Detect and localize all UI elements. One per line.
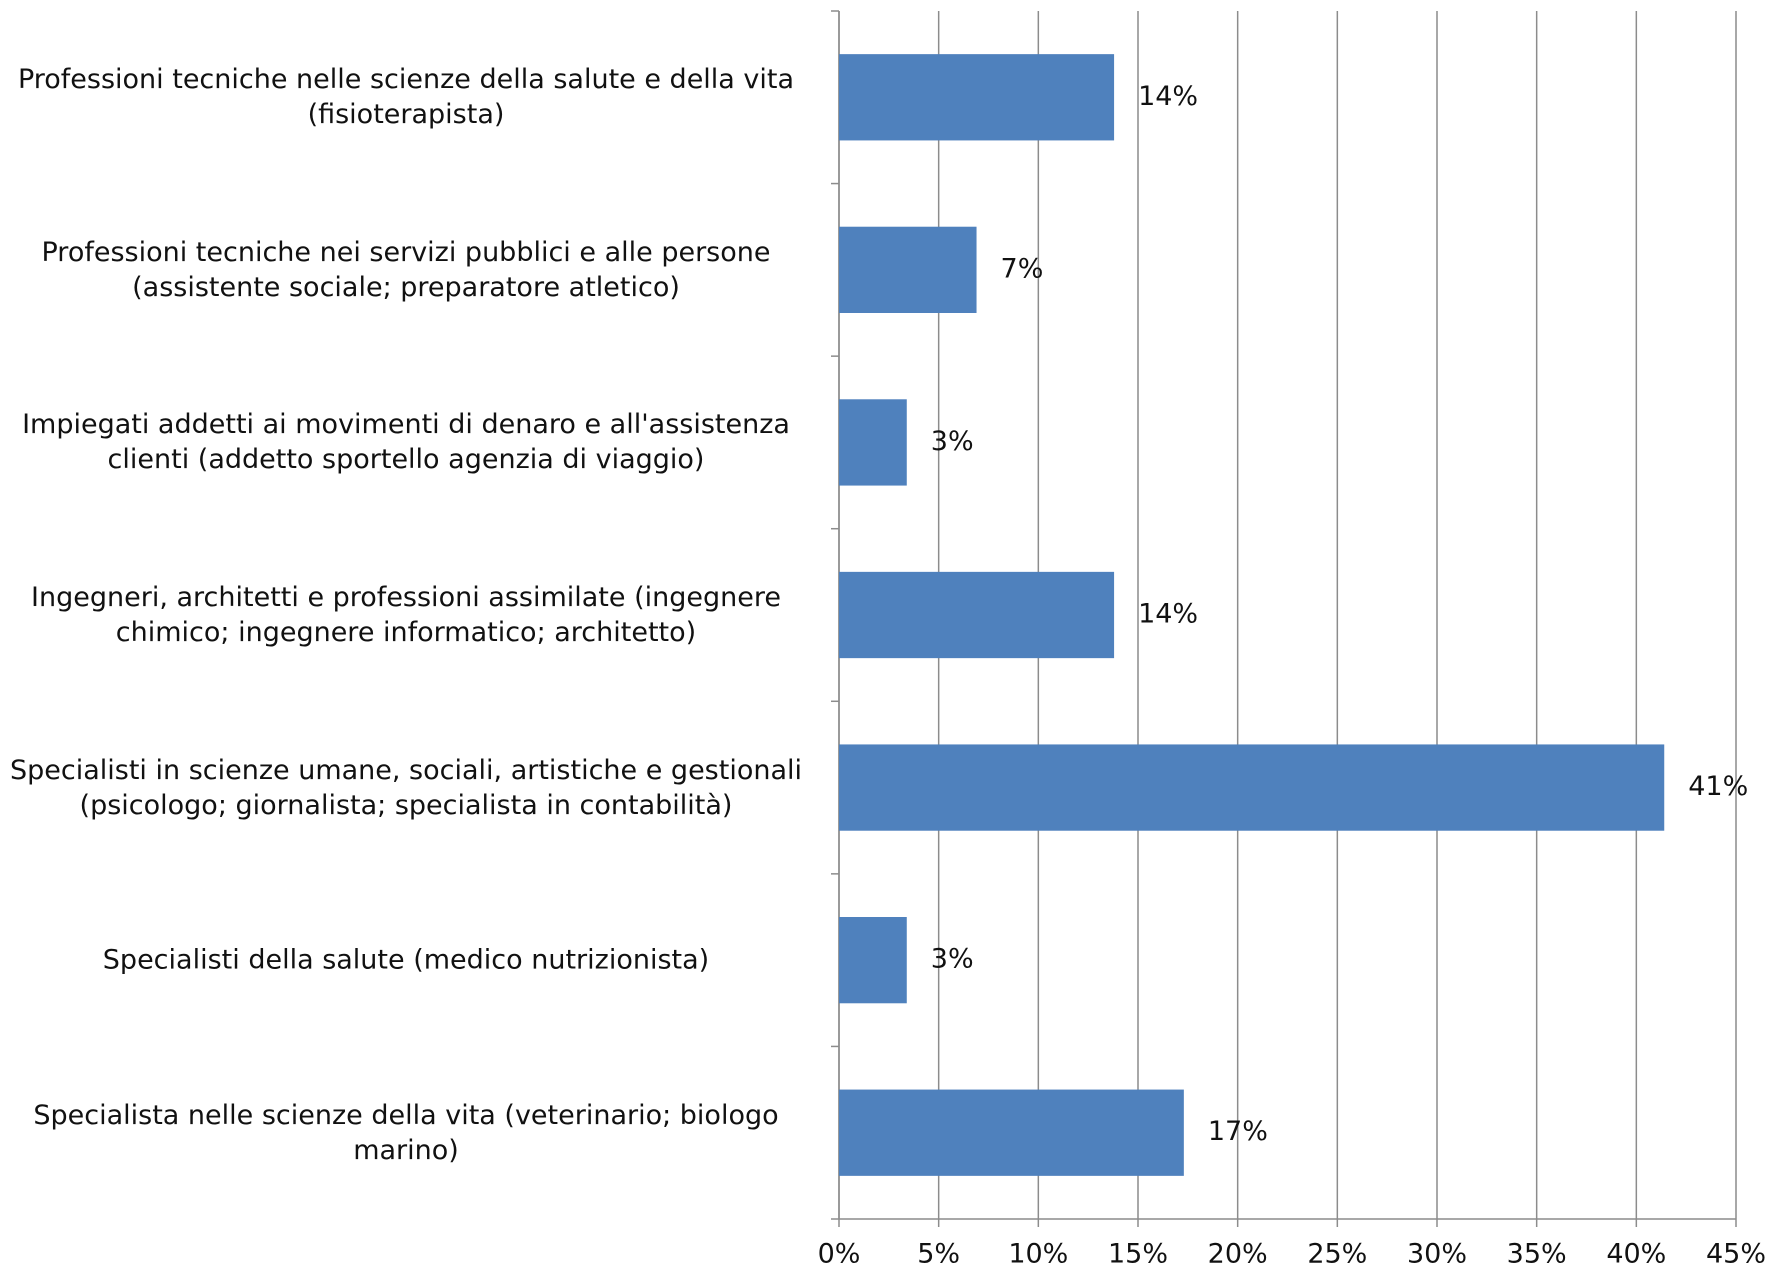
category-label: Ingegneri, architetti e professioni assi… xyxy=(31,582,781,648)
x-tick-label: 30% xyxy=(1407,1239,1467,1269)
value-label: 17% xyxy=(1208,1116,1268,1147)
category-label: Specialisti della salute (medico nutrizi… xyxy=(102,944,710,976)
category-label: Specialisti in scienze umane, sociali, a… xyxy=(9,754,803,821)
bar xyxy=(839,571,1115,659)
x-tick-label: 40% xyxy=(1606,1239,1666,1269)
bar xyxy=(839,399,907,486)
value-label: 7% xyxy=(1001,253,1044,284)
bar xyxy=(839,744,1665,831)
bar xyxy=(839,1089,1184,1176)
x-tick-label: 0% xyxy=(818,1239,861,1269)
x-tick-label: 35% xyxy=(1507,1239,1567,1269)
x-tick-label: 45% xyxy=(1706,1239,1766,1269)
bar xyxy=(839,226,977,313)
bar xyxy=(839,917,907,1004)
value-label: 14% xyxy=(1138,81,1198,112)
value-label: 3% xyxy=(931,426,974,457)
category-label: Impiegati addetti ai movimenti di denaro… xyxy=(22,409,790,476)
value-label: 14% xyxy=(1138,599,1198,630)
x-tick-label: 5% xyxy=(917,1239,960,1269)
x-tick-label: 15% xyxy=(1108,1239,1168,1269)
x-tick-label: 25% xyxy=(1307,1239,1367,1269)
x-tick-label: 10% xyxy=(1008,1239,1068,1269)
x-tick-label: 20% xyxy=(1208,1239,1268,1269)
value-label: 41% xyxy=(1688,771,1748,802)
category-label: Professioni tecniche nei servizi pubblic… xyxy=(41,236,771,303)
category-label: Professioni tecniche nelle scienze della… xyxy=(17,64,795,131)
bar xyxy=(839,54,1115,141)
category-label: Specialista nelle scienze della vita (ve… xyxy=(33,1099,779,1166)
value-label: 3% xyxy=(931,944,974,975)
